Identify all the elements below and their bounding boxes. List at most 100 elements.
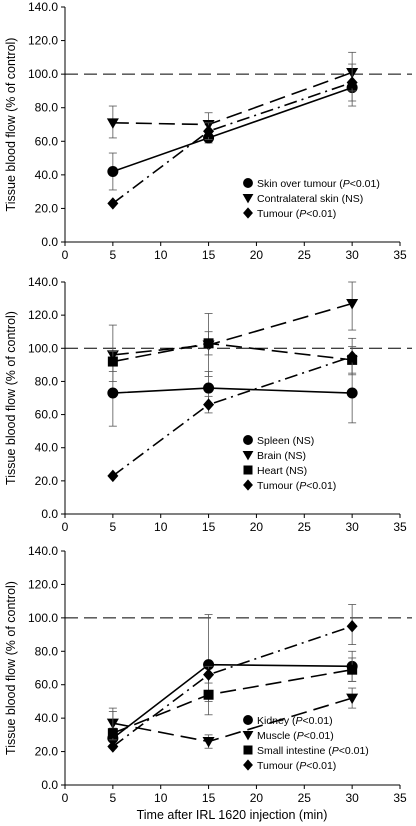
y-tick-label: 100.0	[28, 67, 58, 81]
x-tick-label: 5	[110, 791, 117, 805]
data-point	[107, 740, 119, 753]
y-tick-label: 40.0	[35, 168, 59, 182]
legend-label: Muscle (P<0.01)	[257, 730, 334, 742]
y-tick-label: 60.0	[35, 408, 59, 422]
data-point	[107, 356, 118, 367]
legend: Kidney (P<0.01) Muscle (P<0.01) Small inte…	[242, 715, 369, 772]
x-tick-label: 0	[62, 791, 69, 805]
x-axis-title: Time after IRL 1620 injection (min)	[137, 808, 328, 822]
legend-label: Small intestine (P<0.01)	[257, 745, 369, 757]
series-line	[112, 387, 353, 394]
data-point	[202, 737, 215, 748]
y-tick-label: 20.0	[35, 201, 59, 215]
legend-marker	[242, 730, 254, 741]
data-point	[203, 689, 214, 700]
y-tick-label: 80.0	[35, 101, 59, 115]
data-point	[203, 338, 214, 349]
y-tick-label: 60.0	[35, 678, 59, 692]
series-line	[112, 71, 353, 126]
y-tick-label: 120.0	[28, 34, 58, 48]
x-tick-label: 20	[250, 248, 264, 262]
y-tick-label: 120.0	[28, 577, 58, 591]
y-tick-label: 80.0	[35, 374, 59, 388]
series-1	[107, 614, 358, 749]
legend-marker	[243, 435, 253, 445]
legend-label: Brain (NS)	[257, 450, 306, 462]
x-tick-label: 10	[154, 520, 168, 534]
y-tick-label: 100.0	[28, 611, 58, 625]
data-point	[346, 299, 359, 310]
y-tick-label: 60.0	[35, 134, 59, 148]
x-tick-label: 10	[154, 248, 168, 262]
x-tick-label: 20	[250, 520, 264, 534]
legend-label: Tumour (P<0.01)	[257, 480, 336, 492]
x-tick-label: 35	[393, 520, 407, 534]
x-tick-label: 30	[345, 791, 359, 805]
legend: Skin over tumour (P<0.01) Contralateral s…	[242, 178, 380, 220]
x-tick-label: 15	[202, 791, 216, 805]
legend-label: Tumour (P<0.01)	[257, 760, 336, 772]
data-point	[346, 387, 358, 399]
x-tick-label: 15	[202, 248, 216, 262]
series-line	[112, 302, 353, 356]
panel-3: 0.0 20.0 40.0 60.0 80.0 100.0 120.0 140.0 0 5 10 15…	[4, 544, 412, 805]
y-tick-label: 120.0	[28, 308, 58, 322]
data-point	[203, 659, 215, 671]
data-point	[107, 728, 118, 739]
x-tick-label: 0	[62, 520, 69, 534]
legend-label: Spleen (NS)	[257, 435, 314, 447]
y-tick-label: 140.0	[28, 275, 58, 289]
panel-1: 0.0 20.0 40.0 60.0 80.0 100.0 120.0 140.0 0 5 10 15…	[4, 0, 412, 262]
data-point	[203, 382, 215, 394]
data-point	[203, 398, 215, 411]
x-tick-label: 30	[345, 248, 359, 262]
legend-label: Skin over tumour (P<0.01)	[257, 178, 380, 190]
y-tick-label: 140.0	[28, 0, 58, 14]
legend-marker	[242, 193, 254, 204]
series-3	[107, 63, 358, 210]
x-tick-label: 0	[62, 248, 69, 262]
legend-marker	[243, 745, 253, 755]
series-line	[112, 355, 353, 477]
legend-marker	[243, 207, 253, 219]
data-point	[346, 693, 359, 705]
x-tick-label: 5	[110, 248, 117, 262]
data-point	[107, 387, 119, 399]
data-point	[346, 350, 358, 363]
legend-label: Tumour (P<0.01)	[257, 208, 336, 220]
series-line	[112, 86, 353, 173]
y-tick-label: 20.0	[35, 745, 59, 759]
series-3	[107, 657, 358, 741]
y-tick-label: 0.0	[41, 507, 58, 521]
legend-marker	[243, 178, 253, 188]
y-tick-label: 0.0	[41, 778, 58, 792]
y-tick-label: 100.0	[28, 341, 58, 355]
series-line	[112, 342, 353, 363]
y-tick-label: 20.0	[35, 474, 59, 488]
legend-marker	[243, 715, 253, 725]
y-tick-label: 140.0	[28, 544, 58, 558]
x-tick-label: 25	[298, 248, 312, 262]
data-point	[347, 664, 358, 675]
y-tick-label: 0.0	[41, 235, 58, 249]
data-point	[106, 118, 119, 129]
data-point	[346, 620, 358, 633]
x-tick-label: 15	[202, 520, 216, 534]
series-line	[112, 625, 353, 748]
series-4	[107, 604, 358, 753]
x-tick-label: 10	[154, 791, 168, 805]
x-tick-label: 5	[110, 520, 117, 534]
x-tick-label: 25	[298, 520, 312, 534]
legend-marker	[243, 465, 253, 475]
data-point	[107, 197, 119, 210]
x-tick-label: 20	[250, 791, 264, 805]
series-1	[107, 359, 358, 427]
y-tick-label: 80.0	[35, 644, 59, 658]
legend-marker	[243, 479, 253, 491]
y-tick-label: 40.0	[35, 441, 59, 455]
legend-label: Heart (NS)	[257, 465, 307, 477]
series-1	[107, 70, 358, 191]
y-tick-label: 40.0	[35, 711, 59, 725]
data-point	[203, 668, 215, 681]
data-point	[346, 76, 358, 89]
